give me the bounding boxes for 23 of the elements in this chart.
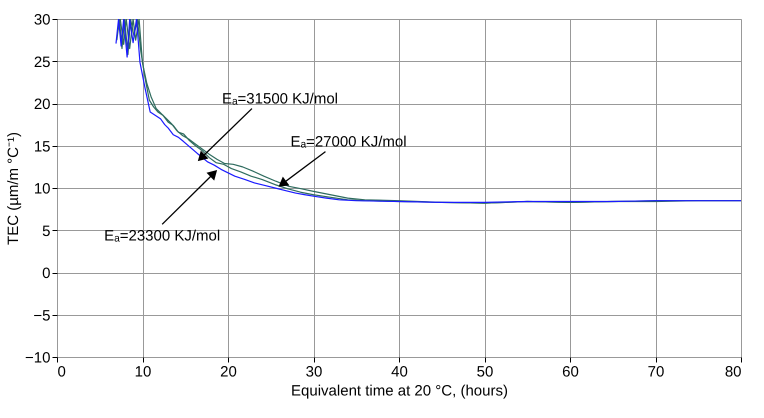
y-tick-label: 30 (34, 12, 50, 28)
x-tick-label: 30 (306, 364, 322, 380)
y-tick-label: −5 (33, 307, 50, 324)
annotation: Eₐ=23300 KJ/mol (104, 227, 220, 244)
x-tick-label: 80 (724, 364, 742, 380)
x-tick-label: 20 (220, 364, 237, 380)
y-tick-label: 5 (42, 222, 50, 240)
x-tick-label: 70 (648, 364, 664, 380)
x-axis-title: Equivalent time at 20 °C, (hours) (291, 382, 508, 400)
x-tick-label: 40 (391, 364, 408, 380)
y-axis-title: TEC (µm/m °C⁻¹) (5, 132, 22, 245)
x-tick-label: 0 (58, 364, 66, 380)
annotation: Eₐ=27000 KJ/mol (290, 134, 407, 151)
y-tick-label: −10 (25, 350, 50, 366)
x-tick-label: 10 (134, 364, 152, 380)
y-tick-label: 15 (34, 138, 50, 156)
x-tick-label: 50 (476, 364, 494, 380)
y-tick-label: 25 (34, 54, 50, 71)
y-tick-label: 20 (34, 96, 50, 113)
x-tick-label: 60 (562, 364, 579, 380)
annotation: Eₐ=31500 KJ/mol (222, 90, 338, 108)
y-tick-label: 0 (42, 265, 50, 282)
y-tick-label: 10 (34, 180, 50, 198)
